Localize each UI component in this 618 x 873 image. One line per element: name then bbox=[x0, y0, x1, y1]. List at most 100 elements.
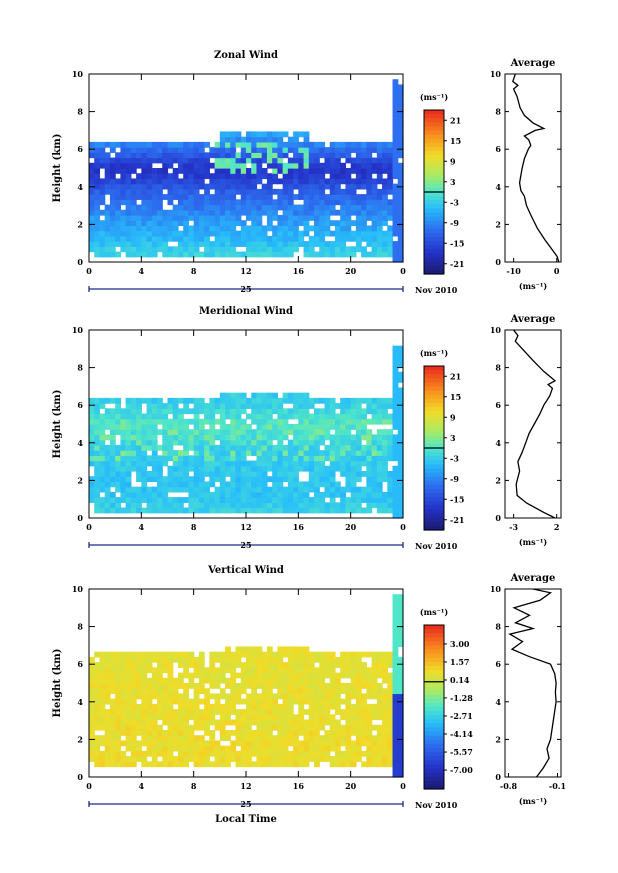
x-tick-label: 16 bbox=[293, 266, 305, 276]
colorbar-tick-label: 3.00 bbox=[450, 639, 470, 649]
colorbar-tick-label: 3 bbox=[450, 177, 456, 187]
profile-x-tick-label: 2 bbox=[554, 522, 560, 532]
x-tick-label: 4 bbox=[139, 781, 145, 791]
heatmap-cells bbox=[89, 79, 404, 263]
heatmap-cells bbox=[89, 594, 404, 778]
colorbar-tick-label: -3 bbox=[450, 197, 459, 207]
date-bar: 25 Nov 2010 bbox=[88, 284, 458, 295]
x-tick-label: 0 bbox=[400, 266, 406, 276]
y-ticks: 0 2 4 6 8 10 bbox=[72, 325, 403, 523]
x-tick-label: 0 bbox=[400, 781, 406, 791]
date-bar-month-year: Nov 2010 bbox=[415, 800, 458, 810]
profile-y-tick-label: 0 bbox=[495, 772, 501, 782]
average-profile: Average 0 2 4 6 8 10 -3 2 (ms⁻¹) bbox=[490, 314, 562, 547]
colorbar-tick-label: -5.57 bbox=[450, 747, 473, 757]
profile-x-tick-label: -0.1 bbox=[549, 781, 566, 791]
profile-y-tick-label: 4 bbox=[495, 438, 501, 448]
x-tick-label: 20 bbox=[345, 781, 357, 791]
colorbar-tick-label: -1.28 bbox=[450, 693, 473, 703]
x-tick-label: 12 bbox=[240, 522, 251, 532]
y-ticks: 0 2 4 6 8 10 bbox=[72, 69, 403, 267]
y-axis-label: Height (km) bbox=[52, 390, 63, 459]
y-ticks: 0 2 4 6 8 10 bbox=[72, 584, 403, 782]
profile-x-tick-label: 0 bbox=[554, 266, 560, 276]
colorbar-tick-label: -9 bbox=[450, 218, 459, 228]
y-tick-label: 2 bbox=[77, 734, 83, 744]
x-ticks: 0 4 8 12 16 20 0 bbox=[86, 74, 406, 276]
x-tick-label: 4 bbox=[139, 266, 145, 276]
y-tick-label: 10 bbox=[72, 325, 84, 335]
colorbar-tick-label: -15 bbox=[450, 494, 464, 504]
heatmap-cells bbox=[89, 345, 404, 519]
profile-y-tick-label: 0 bbox=[495, 513, 501, 523]
profile-y-tick-label: 6 bbox=[495, 400, 501, 410]
colorbar-tick-label: 3 bbox=[450, 433, 456, 443]
y-tick-label: 0 bbox=[77, 257, 83, 267]
colorbar-tick-label: -9 bbox=[450, 474, 459, 484]
colorbar: (ms⁻¹) 21 15 9 3 -3 -9 -15 -21 bbox=[420, 348, 464, 531]
x-tick-label: 0 bbox=[400, 522, 406, 532]
average-profile: Average 0 2 4 6 8 10 -10 0 (ms⁻¹) bbox=[490, 58, 562, 291]
x-tick-label: 16 bbox=[293, 522, 305, 532]
y-tick-label: 10 bbox=[72, 69, 84, 79]
x-tick-label: 8 bbox=[191, 266, 197, 276]
panel-title: Zonal Wind bbox=[214, 50, 278, 61]
profile-y-tick-label: 4 bbox=[495, 697, 501, 707]
x-tick-label: 12 bbox=[240, 266, 251, 276]
colorbar-tick-label: 15 bbox=[450, 136, 461, 146]
colorbar-tick-label: 9 bbox=[450, 412, 456, 422]
date-bar-day: 25 bbox=[240, 284, 251, 294]
profile-line bbox=[508, 588, 557, 778]
profile-y-tick-label: 10 bbox=[490, 69, 502, 79]
colorbar-tick-label: 21 bbox=[450, 371, 461, 381]
y-tick-label: 4 bbox=[77, 182, 83, 192]
y-tick-label: 6 bbox=[77, 400, 83, 410]
y-axis-label: Height (km) bbox=[52, 649, 63, 718]
profile-line bbox=[513, 329, 557, 519]
profile-frame bbox=[504, 73, 562, 263]
colorbar-tick-label: 0.14 bbox=[450, 675, 470, 685]
profile-y-tick-label: 8 bbox=[495, 363, 501, 373]
x-tick-label: 16 bbox=[293, 781, 305, 791]
y-tick-label: 0 bbox=[77, 513, 83, 523]
y-tick-label: 10 bbox=[72, 584, 84, 594]
x-ticks: 0 4 8 12 16 20 0 bbox=[86, 589, 406, 791]
y-tick-label: 6 bbox=[77, 659, 83, 669]
colorbar-unit: (ms⁻¹) bbox=[420, 348, 448, 358]
colorbar-tick-label: 9 bbox=[450, 156, 456, 166]
y-axis-label: Height (km) bbox=[52, 134, 63, 203]
colorbar-tick-label: 1.57 bbox=[450, 657, 469, 667]
profile-y-tick-label: 8 bbox=[495, 107, 501, 117]
profile-title: Average bbox=[510, 573, 556, 584]
x-tick-label: 0 bbox=[86, 266, 92, 276]
profile-y-tick-label: 4 bbox=[495, 182, 501, 192]
colorbar-tick-label: -21 bbox=[450, 515, 464, 525]
profile-title: Average bbox=[510, 314, 556, 325]
profile-y-tick-label: 10 bbox=[490, 325, 502, 335]
profile-x-label: (ms⁻¹) bbox=[519, 537, 547, 547]
date-bar-day: 25 bbox=[240, 540, 251, 550]
y-tick-label: 4 bbox=[77, 697, 83, 707]
colorbar-tick-label: -15 bbox=[450, 238, 464, 248]
date-bar-month-year: Nov 2010 bbox=[415, 285, 458, 295]
date-bar: 25 Nov 2010 bbox=[88, 540, 458, 551]
y-tick-label: 2 bbox=[77, 475, 83, 485]
panel-title: Meridional Wind bbox=[199, 306, 293, 317]
profile-line bbox=[512, 73, 560, 263]
colorbar-tick-label: -2.71 bbox=[450, 711, 473, 721]
profile-frame bbox=[504, 329, 562, 519]
colorbar-tick-label: 21 bbox=[450, 115, 461, 125]
profile-y-tick-label: 0 bbox=[495, 257, 501, 267]
x-tick-label: 8 bbox=[191, 522, 197, 532]
profile-y-tick-label: 2 bbox=[495, 219, 501, 229]
colorbar-unit: (ms⁻¹) bbox=[420, 607, 448, 617]
colorbar-tick-label: -3 bbox=[450, 453, 459, 463]
profile-title: Average bbox=[510, 58, 556, 69]
colorbar: (ms⁻¹) 21 15 9 3 -3 -9 -15 -21 bbox=[420, 92, 464, 275]
x-tick-label: 0 bbox=[86, 522, 92, 532]
y-tick-label: 2 bbox=[77, 219, 83, 229]
y-tick-label: 4 bbox=[77, 438, 83, 448]
date-bar-month-year: Nov 2010 bbox=[415, 541, 458, 551]
